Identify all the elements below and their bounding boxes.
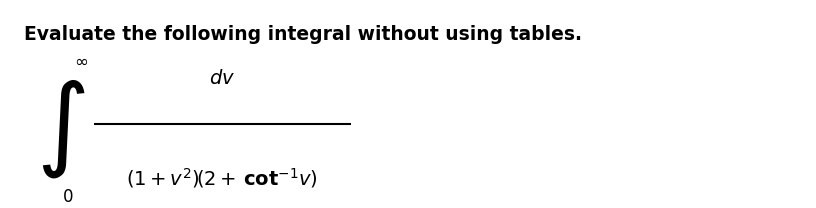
Text: $\int$: $\int$ (37, 77, 86, 180)
Text: Evaluate the following integral without using tables.: Evaluate the following integral without … (24, 25, 583, 44)
Text: ∞: ∞ (74, 53, 89, 71)
Text: 0: 0 (63, 188, 73, 206)
Text: $\left(1+v^{2}\right)\!\left(2+\,\mathbf{cot}^{-1}v\right)$: $\left(1+v^{2}\right)\!\left(2+\,\mathbf… (126, 166, 318, 190)
Text: $\mathit{dv}$: $\mathit{dv}$ (209, 69, 235, 88)
